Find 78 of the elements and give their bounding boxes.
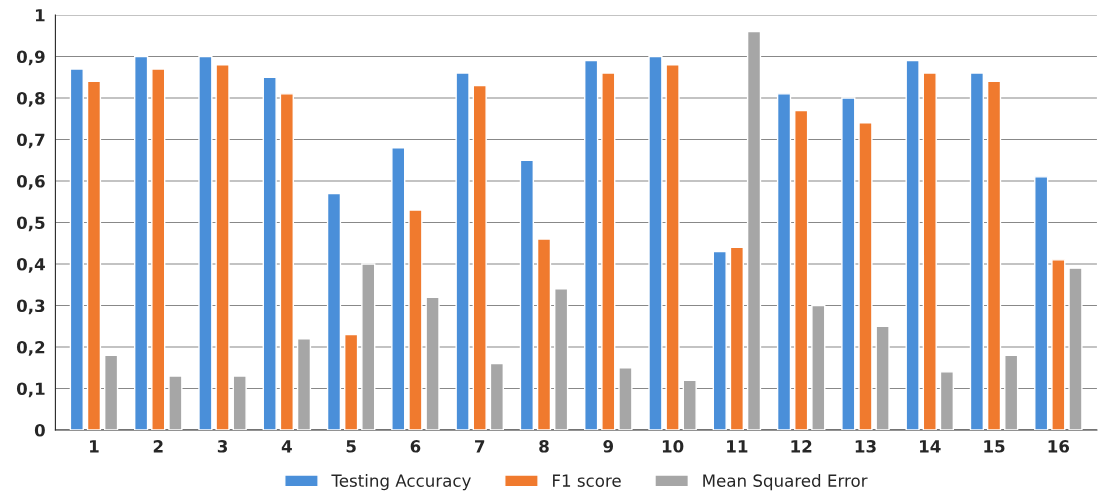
bar (601, 72, 616, 430)
bar (648, 55, 663, 430)
x-tick-label: 15 (984, 440, 1005, 453)
bar (584, 59, 599, 430)
x-tick-label: 14 (920, 440, 941, 453)
y-tick-label: 0,3 (16, 299, 45, 315)
bar (1051, 259, 1066, 430)
bar (922, 72, 937, 430)
bar (198, 55, 213, 430)
bar (794, 109, 809, 430)
bar (969, 72, 985, 430)
bar (69, 68, 84, 430)
x-tick-label: 2 (153, 440, 163, 453)
bar (262, 76, 277, 430)
bar (1004, 354, 1019, 430)
bar (712, 250, 727, 430)
bar (391, 147, 406, 430)
x-tick-label: 5 (346, 440, 356, 453)
bar (361, 263, 376, 430)
x-tick-label: 13 (855, 440, 876, 453)
bar (905, 59, 920, 430)
x-tick-label: 1 (90, 440, 99, 453)
bar (489, 362, 504, 430)
x-tick-label: 12 (791, 440, 812, 453)
bar (729, 246, 745, 430)
y-tick-label: 0 (34, 423, 45, 437)
bar (841, 97, 856, 430)
bar (215, 64, 230, 430)
bar (776, 93, 792, 430)
bar (232, 375, 247, 430)
bar (279, 93, 294, 430)
bar (425, 296, 440, 430)
x-tick-label: 11 (727, 440, 748, 453)
bar (811, 304, 826, 430)
x-tick-label: 6 (410, 440, 421, 453)
bar (519, 159, 534, 430)
bar (326, 192, 342, 430)
y-tick-label: 0,7 (16, 133, 45, 149)
legend-label: Mean Squared Error (703, 474, 868, 491)
bar (554, 288, 569, 430)
legend-label: F1 score (553, 474, 621, 487)
bar (103, 354, 119, 430)
bar (151, 68, 166, 430)
y-tick-label: 0,8 (16, 91, 45, 107)
y-tick-label: 0,1 (16, 382, 45, 398)
bar (986, 80, 1002, 430)
y-tick-label: 0,6 (16, 174, 45, 190)
bar (408, 209, 423, 430)
bar (455, 72, 470, 430)
bar (665, 64, 680, 430)
bar (1034, 176, 1049, 430)
bar (746, 30, 762, 430)
x-tick-label: 4 (281, 440, 292, 453)
y-tick-label: 0,5 (16, 216, 45, 232)
x-tick-label: 7 (475, 440, 485, 453)
y-tick-label: 0,4 (16, 257, 45, 273)
bar (168, 375, 183, 430)
bar (939, 371, 955, 430)
bar (133, 55, 149, 430)
y-tick-label: 0,9 (16, 50, 45, 66)
x-tick-label: 10 (662, 440, 684, 453)
bar (1068, 267, 1083, 430)
bar (875, 325, 890, 430)
y-tick-label: 0,2 (16, 340, 45, 356)
x-tick-label: 8 (539, 440, 549, 453)
x-tick-label: 9 (603, 440, 614, 453)
bar (618, 367, 633, 430)
y-tick-label: 1 (35, 9, 45, 22)
x-tick-label: 16 (1048, 440, 1070, 453)
bar (86, 80, 102, 430)
bar (536, 238, 552, 430)
bar (296, 338, 312, 430)
legend-label: Testing Accuracy (331, 474, 471, 491)
x-tick-label: 3 (217, 440, 228, 453)
bar (858, 122, 873, 430)
bar (344, 333, 359, 430)
bar (472, 84, 487, 430)
bar (682, 379, 697, 430)
